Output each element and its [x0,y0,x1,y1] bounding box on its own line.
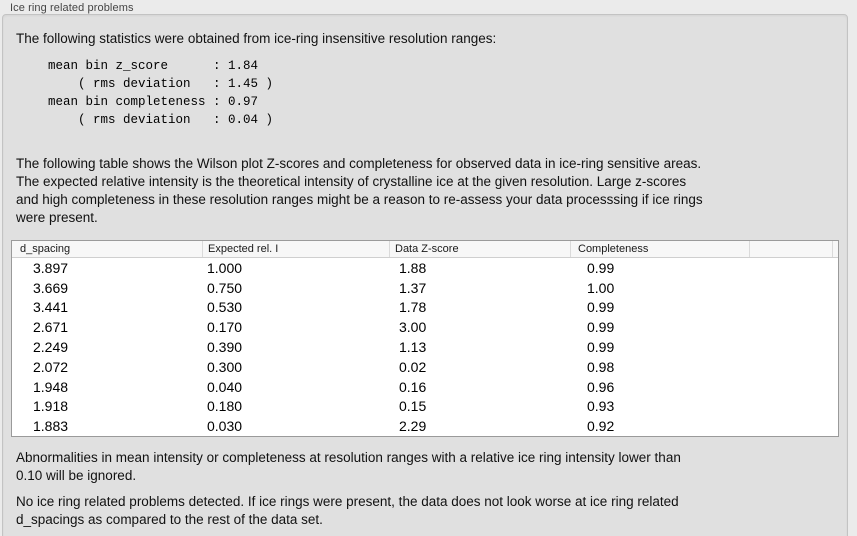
stats-intro-line: The following statistics were obtained f… [16,31,497,46]
table-row[interactable]: 1.948 0.040 0.16 0.96 [12,377,838,397]
cell-d-spacing: 3.441 [33,299,69,316]
table-header-row: d_spacing Expected rel. I Data Z-score C… [12,241,838,258]
cell-d-spacing: 2.671 [33,319,69,336]
table-row[interactable]: 2.249 0.390 1.13 0.99 [12,337,838,357]
cell-expected-rel-i: 0.530 [207,299,243,316]
cell-expected-rel-i: 0.390 [207,339,243,356]
cell-expected-rel-i: 0.030 [207,418,243,435]
cell-data-z-score: 0.15 [399,398,427,415]
table-row[interactable]: 3.669 0.750 1.37 1.00 [12,278,838,298]
cell-expected-rel-i: 0.180 [207,398,243,415]
ice-ring-table: d_spacing Expected rel. I Data Z-score C… [11,240,839,437]
cell-completeness: 0.99 [587,339,615,356]
cell-expected-rel-i: 0.750 [207,279,243,296]
table-description-paragraph: The following table shows the Wilson plo… [16,155,703,227]
cell-d-spacing: 3.669 [33,279,69,296]
table-row[interactable]: 1.918 0.180 0.15 0.93 [12,396,838,416]
table-body: 3.897 1.000 1.88 0.99 3.669 0.750 1.37 1… [12,258,838,436]
stats-mono-block: mean bin z_score : 1.84 ( rms deviation … [48,59,274,127]
cell-completeness: 0.98 [587,358,615,375]
ignore-threshold-paragraph: Abnormalities in mean intensity or compl… [16,449,681,485]
conclusion-paragraph: No ice ring related problems detected. I… [16,493,679,529]
table-row[interactable]: 2.671 0.170 3.00 0.99 [12,317,838,337]
column-header-completeness[interactable]: Completeness [571,241,750,257]
column-header-d-spacing[interactable]: d_spacing [12,241,203,257]
cell-data-z-score: 0.02 [399,358,427,375]
table-description-line: The expected relative intensity is the t… [16,174,687,189]
cell-completeness: 0.99 [587,299,615,316]
cell-d-spacing: 2.249 [33,339,69,356]
ignore-threshold-line: Abnormalities in mean intensity or compl… [16,450,681,465]
cell-expected-rel-i: 0.040 [207,378,243,395]
cell-data-z-score: 3.00 [399,319,427,336]
table-description-line: and high completeness in these resolutio… [16,192,703,207]
column-header-empty [750,241,833,257]
cell-expected-rel-i: 0.300 [207,358,243,375]
table-row[interactable]: 3.897 1.000 1.88 0.99 [12,258,838,278]
ignore-threshold-line: 0.10 will be ignored. [16,468,137,483]
cell-d-spacing: 3.897 [33,259,69,276]
column-header-expected-rel-i[interactable]: Expected rel. I [203,241,390,257]
cell-d-spacing: 1.948 [33,378,69,395]
cell-data-z-score: 1.13 [399,339,427,356]
conclusion-line: d_spacings as compared to the rest of th… [16,512,323,527]
table-row[interactable]: 1.883 0.030 2.29 0.92 [12,416,838,436]
stats-intro-paragraph: The following statistics were obtained f… [16,30,496,48]
cell-completeness: 0.92 [587,418,615,435]
cell-expected-rel-i: 0.170 [207,319,243,336]
cell-data-z-score: 1.78 [399,299,427,316]
cell-expected-rel-i: 1.000 [207,259,243,276]
column-header-data-z-score[interactable]: Data Z-score [390,241,571,257]
cell-d-spacing: 1.918 [33,398,69,415]
cell-completeness: 0.99 [587,319,615,336]
cell-data-z-score: 2.29 [399,418,427,435]
table-description-line: The following table shows the Wilson plo… [16,156,702,171]
cell-completeness: 0.96 [587,378,615,395]
panel-title: Ice ring related problems [10,2,134,14]
cell-data-z-score: 1.88 [399,259,427,276]
cell-d-spacing: 2.072 [33,358,69,375]
cell-completeness: 0.93 [587,398,615,415]
table-row[interactable]: 2.072 0.300 0.02 0.98 [12,357,838,377]
table-row[interactable]: 3.441 0.530 1.78 0.99 [12,298,838,318]
cell-data-z-score: 0.16 [399,378,427,395]
cell-data-z-score: 1.37 [399,279,427,296]
table-description-line: were present. [16,210,98,225]
cell-completeness: 1.00 [587,279,615,296]
cell-d-spacing: 1.883 [33,418,69,435]
cell-completeness: 0.99 [587,259,615,276]
conclusion-line: No ice ring related problems detected. I… [16,494,679,509]
